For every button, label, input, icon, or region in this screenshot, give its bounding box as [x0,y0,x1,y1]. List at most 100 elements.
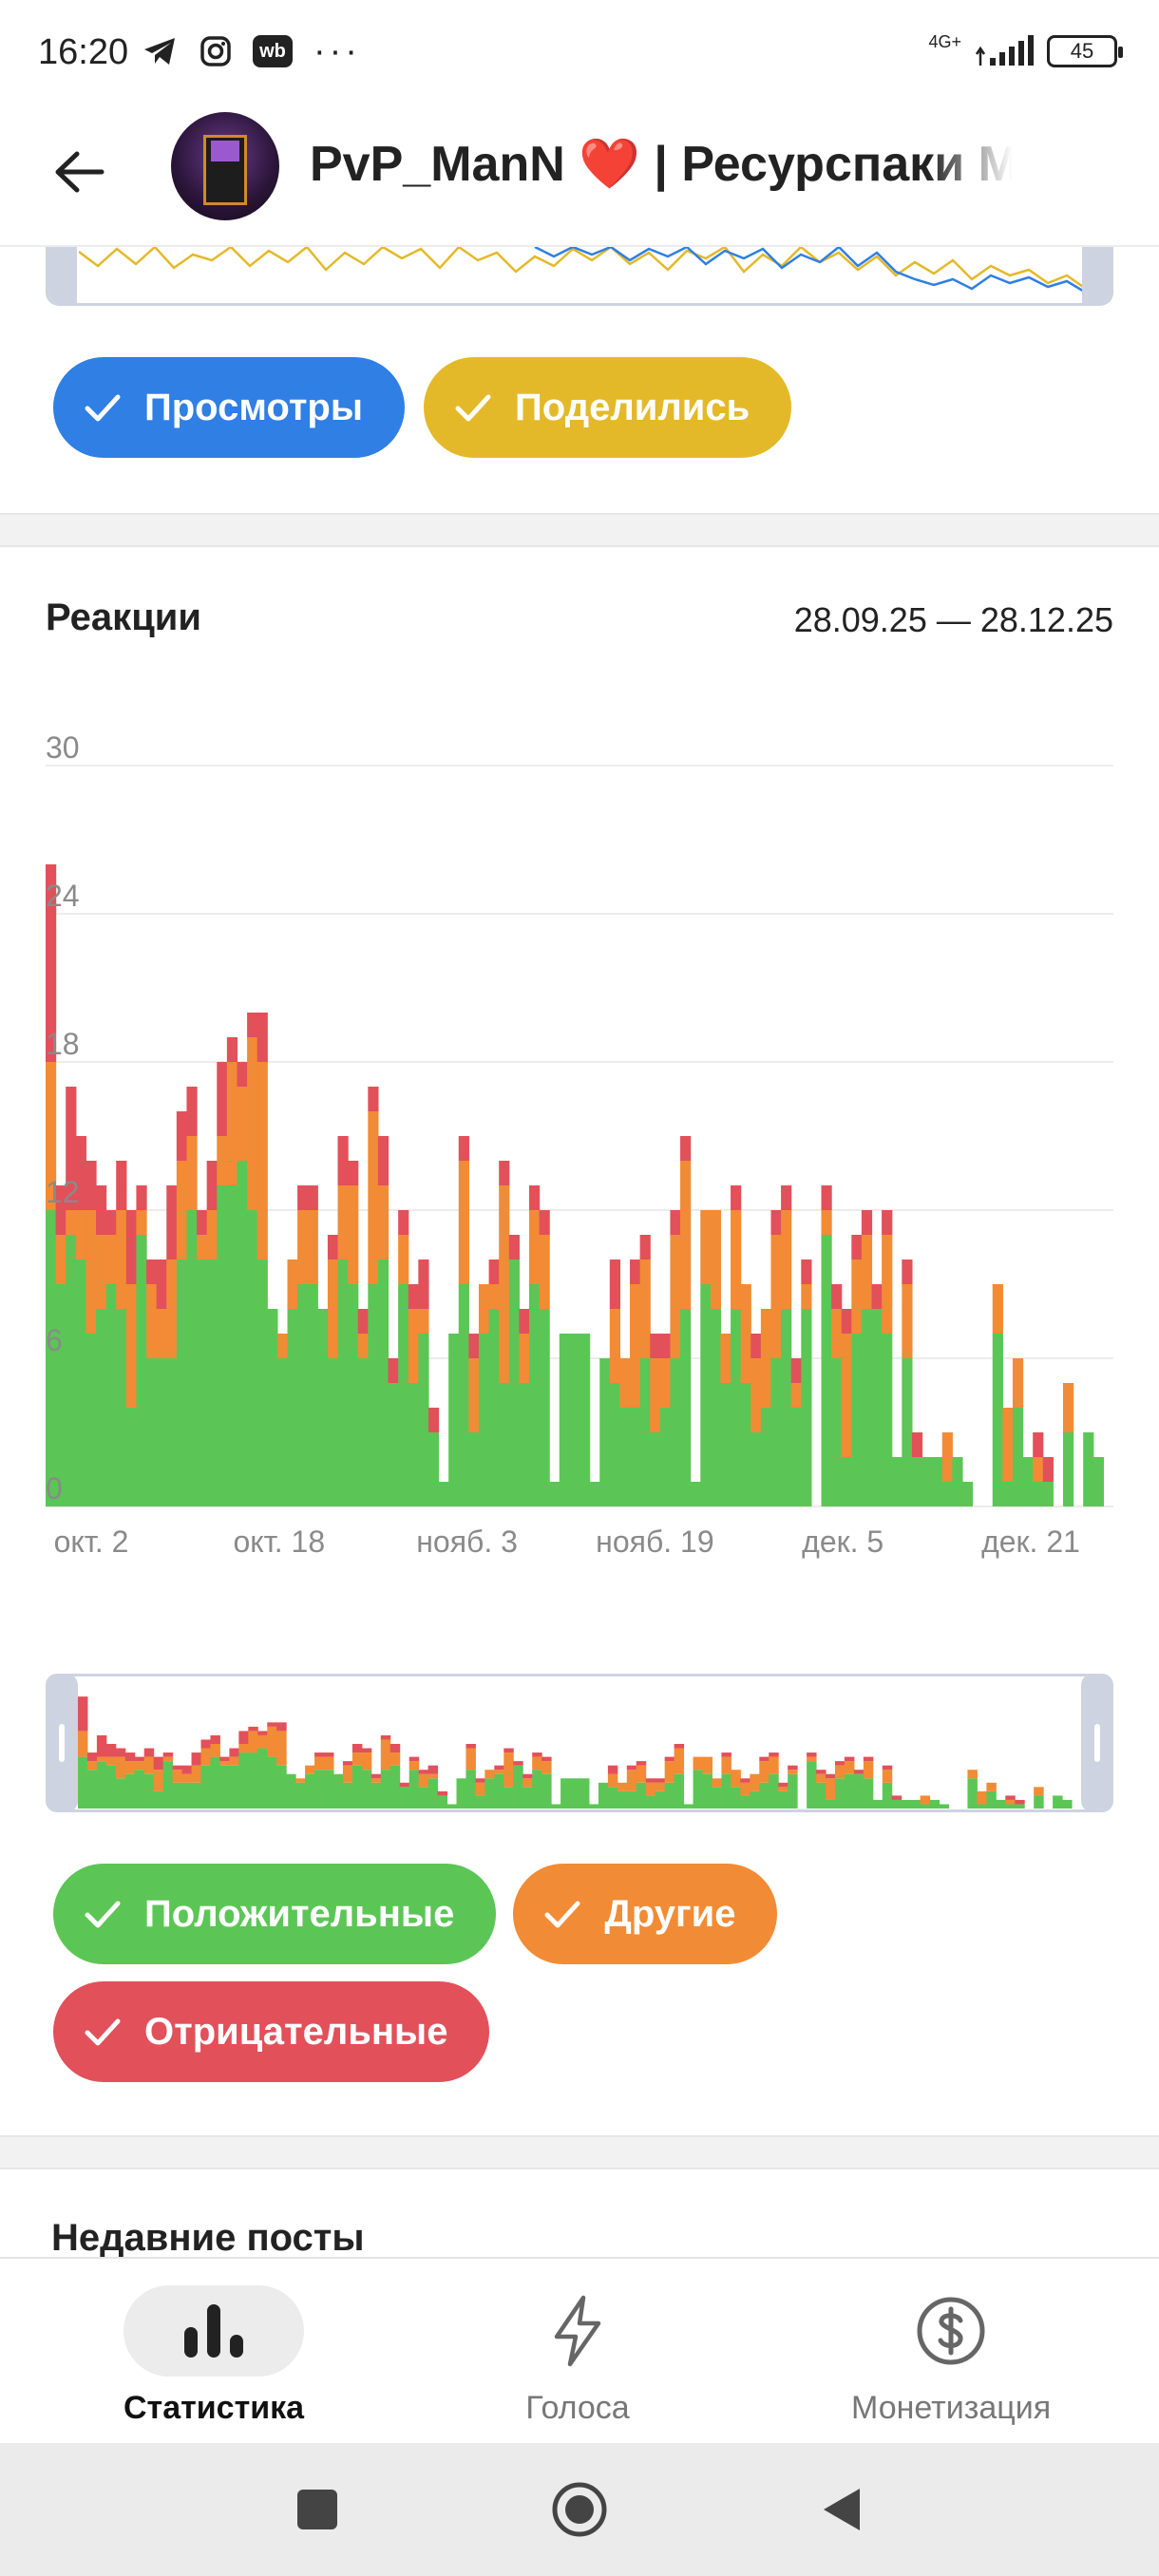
bar-other [941,1432,953,1482]
navigator-bar [78,1731,88,1757]
bar-negative [801,1260,812,1284]
bar-positive [1083,1432,1094,1506]
bar-other [539,1235,550,1309]
navigator-bar [475,1778,485,1783]
channel-title[interactable]: PvP_ManN ❤️ | Ресурспаки M [310,137,1013,192]
bar-positive [932,1457,943,1506]
nav-statistics-label: Статистика [124,2390,305,2426]
bar-positive [1042,1482,1054,1506]
bar-other [418,1309,429,1334]
bar-negative [528,1185,541,1210]
dollar-circle-icon [917,2297,985,2365]
reactions-range-navigator[interactable] [46,1674,1113,1812]
navigator-bar [664,1782,675,1809]
navigator-bar [229,1748,239,1757]
navigator-bar [390,1744,401,1753]
navigator-bar [712,1787,722,1809]
bar-positive [377,1260,390,1506]
bar-negative [136,1185,147,1210]
navigator-bar [617,1790,628,1809]
navigator-bar [1005,1804,1016,1809]
bar-negative [499,1161,510,1185]
toggle-negative[interactable]: Отрицательные [53,1981,490,2082]
bar-other [166,1260,178,1358]
bar-other [609,1309,621,1383]
bar-positive [580,1334,591,1506]
bar-other [781,1210,792,1309]
navigator-bar [105,1756,117,1766]
back-button[interactable] [46,139,112,205]
navigator-bar [778,1790,788,1809]
bar-positive [961,1482,974,1506]
x-tick-label: дек. 5 [802,1525,884,1559]
bar-other [760,1309,772,1408]
navigator-bar [200,1765,211,1809]
channel-avatar[interactable] [171,112,279,220]
bar-other [710,1210,722,1309]
bar-negative [197,1210,208,1235]
bar-negative [398,1210,409,1235]
navigator-bar [248,1752,258,1809]
reactions-chart[interactable]: 0 6 12 18 24 30 окт. 2 окт. 18 нояб. 3 нояб. 19 де… [0,680,1159,1668]
bar-negative [86,1161,97,1210]
range-handle-right[interactable] [1082,247,1111,303]
navigator-bar [153,1770,164,1791]
bar-other [458,1161,469,1284]
navigator-bar [826,1773,836,1779]
toggle-views[interactable]: Просмотры [53,357,406,458]
bar-positive [348,1284,359,1506]
views-range-navigator[interactable] [46,247,1113,306]
bar-other [408,1309,419,1383]
navigator-bar [769,1773,779,1809]
navigator-bar [153,1790,164,1809]
nav-monetization[interactable]: Монетизация [851,2259,1051,2445]
navigator-bar [219,1765,230,1809]
bar-positive [589,1482,600,1506]
navigator-bar [626,1790,637,1809]
navigator-bar [494,1773,504,1809]
navigator-bar [466,1748,476,1771]
bar-positive [700,1284,712,1506]
range-handle-left[interactable] [48,247,77,303]
bar-positive [911,1457,923,1506]
navigator-bar [986,1782,997,1791]
bar-other [197,1235,208,1260]
bar-positive [861,1309,873,1506]
bar-positive [256,1260,268,1506]
y-tick-label: 12 [46,1175,80,1209]
navigator-bar [674,1744,685,1749]
bar-positive [559,1334,570,1506]
toggle-label: Положительные [144,1892,455,1935]
check-icon [85,394,121,422]
navigator-bar [1015,1804,1025,1809]
bar-other [790,1383,802,1408]
back-system-button[interactable] [811,2479,872,2540]
bar-negative [911,1432,923,1457]
toggle-positive[interactable]: Положительные [53,1864,497,1964]
bar-negative [46,864,57,1062]
handle-grip [59,1724,65,1762]
nav-statistics[interactable]: Статистика [124,2259,304,2445]
navigator-bar [380,1739,391,1771]
navigator-bar [115,1778,126,1809]
navigator-bar [267,1722,277,1727]
navigator-bar [380,1770,391,1809]
home-button[interactable] [549,2479,610,2540]
toggle-other[interactable]: Другие [513,1864,778,1964]
bar-positive [670,1358,681,1506]
recents-button[interactable] [287,2479,348,2540]
navigator-bar [78,1696,88,1732]
reactions-date-range[interactable]: 28.09.25 — 28.12.25 [793,600,1113,639]
navigator-bar [626,1770,637,1791]
navigator-bar [721,1773,732,1809]
navigator-bar [96,1756,107,1762]
navigator-bar [674,1773,685,1809]
toggle-shares[interactable]: Поделились [424,357,792,458]
navigator-bar [636,1782,647,1809]
bar-other [1002,1408,1014,1482]
navigator-bar [267,1726,277,1757]
nav-votes[interactable]: Голоса [487,2259,668,2445]
navigator-bar [332,1773,344,1809]
reactions-card: Реакции 28.09.25 — 28.12.25 0 6 12 18 24 30 ок… [0,547,1159,2135]
bar-other [639,1260,651,1358]
